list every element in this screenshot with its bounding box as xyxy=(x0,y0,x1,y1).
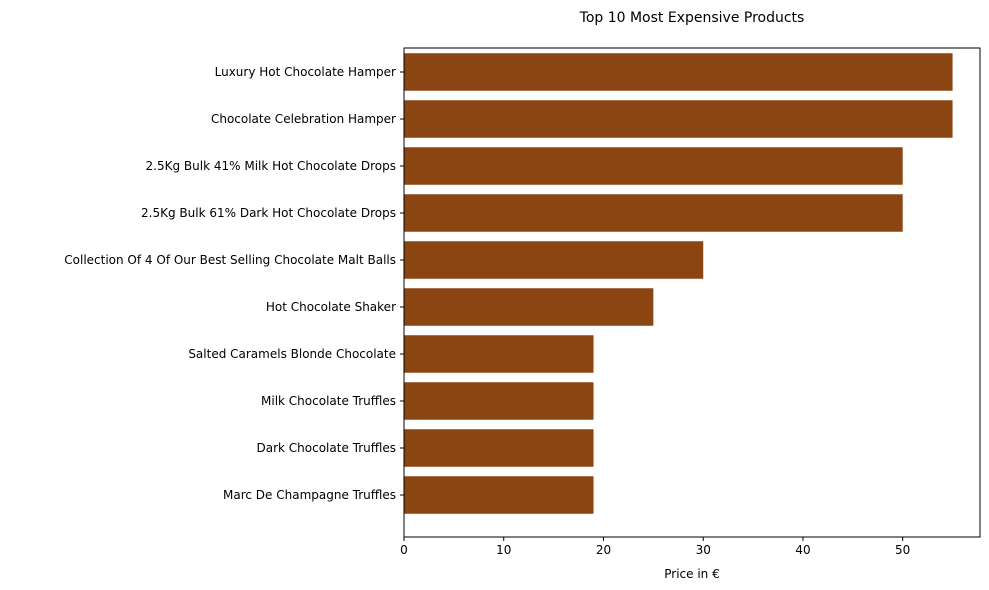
bar-9 xyxy=(404,476,594,514)
x-tick-label-2: 20 xyxy=(596,543,611,557)
x-tick-label-0: 0 xyxy=(400,543,408,557)
y-tick-label-5: Hot Chocolate Shaker xyxy=(266,300,396,314)
y-tick-label-9: Marc De Champagne Truffles xyxy=(223,488,396,502)
x-tick-label-4: 40 xyxy=(795,543,810,557)
bar-1 xyxy=(404,100,953,138)
y-tick-label-0: Luxury Hot Chocolate Hamper xyxy=(215,65,396,79)
x-tick-label-3: 30 xyxy=(696,543,711,557)
y-tick-label-6: Salted Caramels Blonde Chocolate xyxy=(188,347,396,361)
bars-layer xyxy=(404,53,953,514)
plot-frame xyxy=(403,47,981,538)
bar-3 xyxy=(404,194,903,232)
y-tick-label-2: 2.5Kg Bulk 41% Milk Hot Chocolate Drops xyxy=(146,159,396,173)
bar-6 xyxy=(404,335,594,373)
y-tick-label-3: 2.5Kg Bulk 61% Dark Hot Chocolate Drops xyxy=(141,206,396,220)
y-tick-label-7: Milk Chocolate Truffles xyxy=(261,394,396,408)
bar-0 xyxy=(404,53,953,91)
x-axis-label: Price in € xyxy=(664,567,719,581)
y-tick-label-8: Dark Chocolate Truffles xyxy=(257,441,397,455)
x-tick-label-5: 50 xyxy=(895,543,910,557)
bar-2 xyxy=(404,147,903,185)
x-tick-label-1: 10 xyxy=(496,543,511,557)
bar-5 xyxy=(404,288,654,326)
bar-4 xyxy=(404,241,704,279)
chart-title: Top 10 Most Expensive Products xyxy=(579,10,805,26)
y-tick-label-4: Collection Of 4 Of Our Best Selling Choc… xyxy=(64,253,396,267)
bar-7 xyxy=(404,382,594,420)
y-axis-ticks: Luxury Hot Chocolate Hamper Chocolate Cel… xyxy=(64,65,404,502)
y-tick-label-1: Chocolate Celebration Hamper xyxy=(211,112,396,126)
x-axis-ticks: 0 10 20 30 40 50 xyxy=(400,537,910,557)
bar-8 xyxy=(404,429,594,467)
